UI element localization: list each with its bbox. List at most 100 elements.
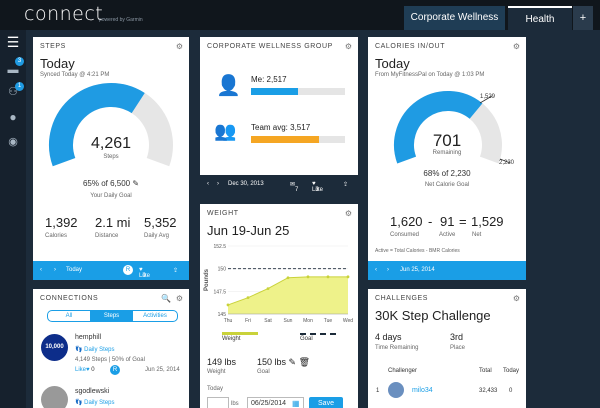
avatar[interactable]: 10,000 (41, 334, 68, 361)
group-me-track (251, 88, 345, 95)
prev-arrow-icon[interactable]: ‹ (40, 267, 42, 273)
connection-like-count: 0 (91, 367, 95, 373)
steps-distance-value: 2.1 mi (95, 215, 131, 230)
challenge-place-label: Place (450, 345, 466, 351)
search-icon[interactable]: 🔍 (161, 294, 171, 303)
prev-arrow-icon[interactable]: ‹ (207, 181, 209, 187)
group-comments-button[interactable]: ✉ 7 (290, 182, 299, 193)
weight-chart: 145 147.5 150 152.5 Pounds Thu Fri Sat Sun Mon Tue… (204, 244, 353, 324)
inbox-icon[interactable]: ▬ (7, 64, 19, 76)
save-button[interactable]: Save (309, 397, 343, 408)
connection-name[interactable]: sgodlewski (75, 388, 110, 395)
weight-current: 149 lbs (207, 357, 237, 367)
segment-steps[interactable]: Steps (90, 310, 133, 322)
steps-value: 4,261 (90, 135, 132, 152)
next-arrow-icon[interactable]: › (54, 267, 56, 273)
steps-like-button[interactable]: Like ♥ 0 (139, 267, 151, 279)
weight-input[interactable] (207, 397, 229, 408)
steps-period: Today (40, 56, 75, 71)
inbox-badge: 3 (15, 57, 24, 66)
steps-gauge (49, 83, 173, 167)
challenge-header-today: Today (503, 368, 520, 374)
steps-panel: STEPS ⚙ Today Synced Today @ 4:21 PM 4,2… (33, 37, 189, 280)
next-arrow-icon[interactable]: › (217, 181, 219, 187)
add-tab-button[interactable]: + (573, 6, 593, 30)
connection-activity[interactable]: 👣 Daily Steps (75, 399, 115, 406)
group-like-button[interactable]: Like ♥ 3 (312, 181, 324, 193)
footprint-icon: 👣 (75, 400, 83, 406)
segment-all[interactable]: All (47, 310, 91, 322)
weight-title: WEIGHT (207, 210, 239, 217)
tab-corporate-wellness[interactable]: Corporate Wellness (404, 6, 505, 30)
gear-icon[interactable]: ⚙ (512, 42, 520, 51)
steps-value-unit: Steps (103, 154, 119, 160)
connection-like-label: Like (75, 367, 87, 373)
calories-consumed: 1,620 (390, 214, 423, 229)
steps-title: STEPS (40, 43, 66, 50)
weight-goal-label: Goal (257, 369, 270, 375)
app-logo[interactable]: connect (24, 3, 104, 25)
tab-health[interactable]: Health (508, 6, 572, 30)
steps-calories-value: 1,392 (45, 215, 78, 230)
eye-icon[interactable]: ◉ (8, 136, 18, 148)
gear-icon[interactable]: ⚙ (344, 209, 352, 218)
calories-consumed-label: Consumed (390, 232, 420, 238)
calories-note: Active = Total Calories - BMR Calories (375, 248, 460, 254)
connection-detail: 4,149 Steps | 50% of Goal (75, 357, 145, 363)
calories-minus: - (428, 214, 433, 229)
gear-icon[interactable]: ⚙ (344, 42, 352, 51)
y-tick-label: 150 (218, 267, 227, 273)
connections-panel: CONNECTIONS 🔍 ⚙ All Steps Activities 10,… (33, 289, 189, 408)
avatar[interactable] (388, 382, 404, 398)
steps-goal-text: 65% of 6,500 ✎ (33, 179, 189, 188)
avatar[interactable] (41, 386, 68, 408)
steps-footer: ‹ › Today R Like ♥ 0 ⇪ (33, 261, 189, 280)
steps-like-label: Like (139, 273, 151, 279)
challenger-name[interactable]: milo34 (412, 387, 433, 394)
connection-activity[interactable]: 👣 Daily Steps (75, 346, 115, 353)
weight-point (306, 275, 310, 279)
weight-goal-value: 150 lbs (257, 357, 287, 367)
next-arrow-icon[interactable]: › (387, 267, 389, 273)
calendar-icon[interactable]: ▦ (292, 399, 300, 408)
connection-name[interactable]: hemphill (75, 334, 102, 341)
segment-activities[interactable]: Activities (132, 310, 178, 322)
legend-weight-swatch (222, 332, 258, 335)
connections-icon[interactable]: ⚇ (8, 86, 18, 98)
weight-point (326, 275, 330, 279)
trash-icon[interactable]: 🗑 (298, 357, 311, 367)
weight-date-input[interactable]: 06/25/2014 (247, 397, 304, 408)
weight-point (346, 275, 350, 279)
x-tick-label: Wed (343, 318, 353, 324)
calories-period: Today (375, 56, 410, 71)
calories-footer: ‹ › Jun 25, 2014 (368, 261, 526, 280)
app-logo-subtitle: powered by Garmin (99, 17, 143, 23)
calories-title: CALORIES IN/OUT (375, 43, 446, 50)
connection-like-button[interactable]: Like♥ 0 (75, 367, 95, 373)
weight-point (286, 276, 290, 280)
user-icon[interactable]: ● (9, 110, 17, 124)
pencil-icon[interactable]: ✎ (288, 357, 297, 367)
share-icon[interactable]: ⇪ (343, 182, 349, 188)
legend-goal-swatch (300, 333, 336, 335)
gear-icon[interactable]: ⚙ (175, 42, 183, 51)
team-icon: 👥 (214, 121, 237, 141)
challenges-title: CHALLENGES (375, 295, 429, 302)
prev-arrow-icon[interactable]: ‹ (375, 267, 377, 273)
share-icon[interactable]: ⇪ (173, 268, 179, 274)
gear-icon[interactable]: ⚙ (175, 294, 183, 303)
challenger-total: 32,433 (479, 388, 498, 394)
challenge-rank: 1 (376, 388, 380, 394)
group-like-count: 3 (315, 187, 319, 193)
group-team-label: Team avg: 3,517 (251, 123, 311, 132)
weight-range: Jun 19-Jun 25 (207, 223, 290, 238)
challenge-name: 30K Step Challenge (375, 308, 491, 323)
pencil-icon[interactable]: ✎ (132, 179, 140, 188)
hamburger-menu-icon[interactable]: ☰ (6, 34, 20, 50)
gear-icon[interactable]: ⚙ (512, 294, 520, 303)
challenge-days: 4 days (375, 332, 402, 342)
connection-activity-label: Daily Steps (84, 400, 115, 406)
weight-point (246, 296, 250, 300)
steps-daily-avg-label: Daily Avg (144, 233, 169, 239)
calories-net-label: Net (472, 232, 482, 238)
